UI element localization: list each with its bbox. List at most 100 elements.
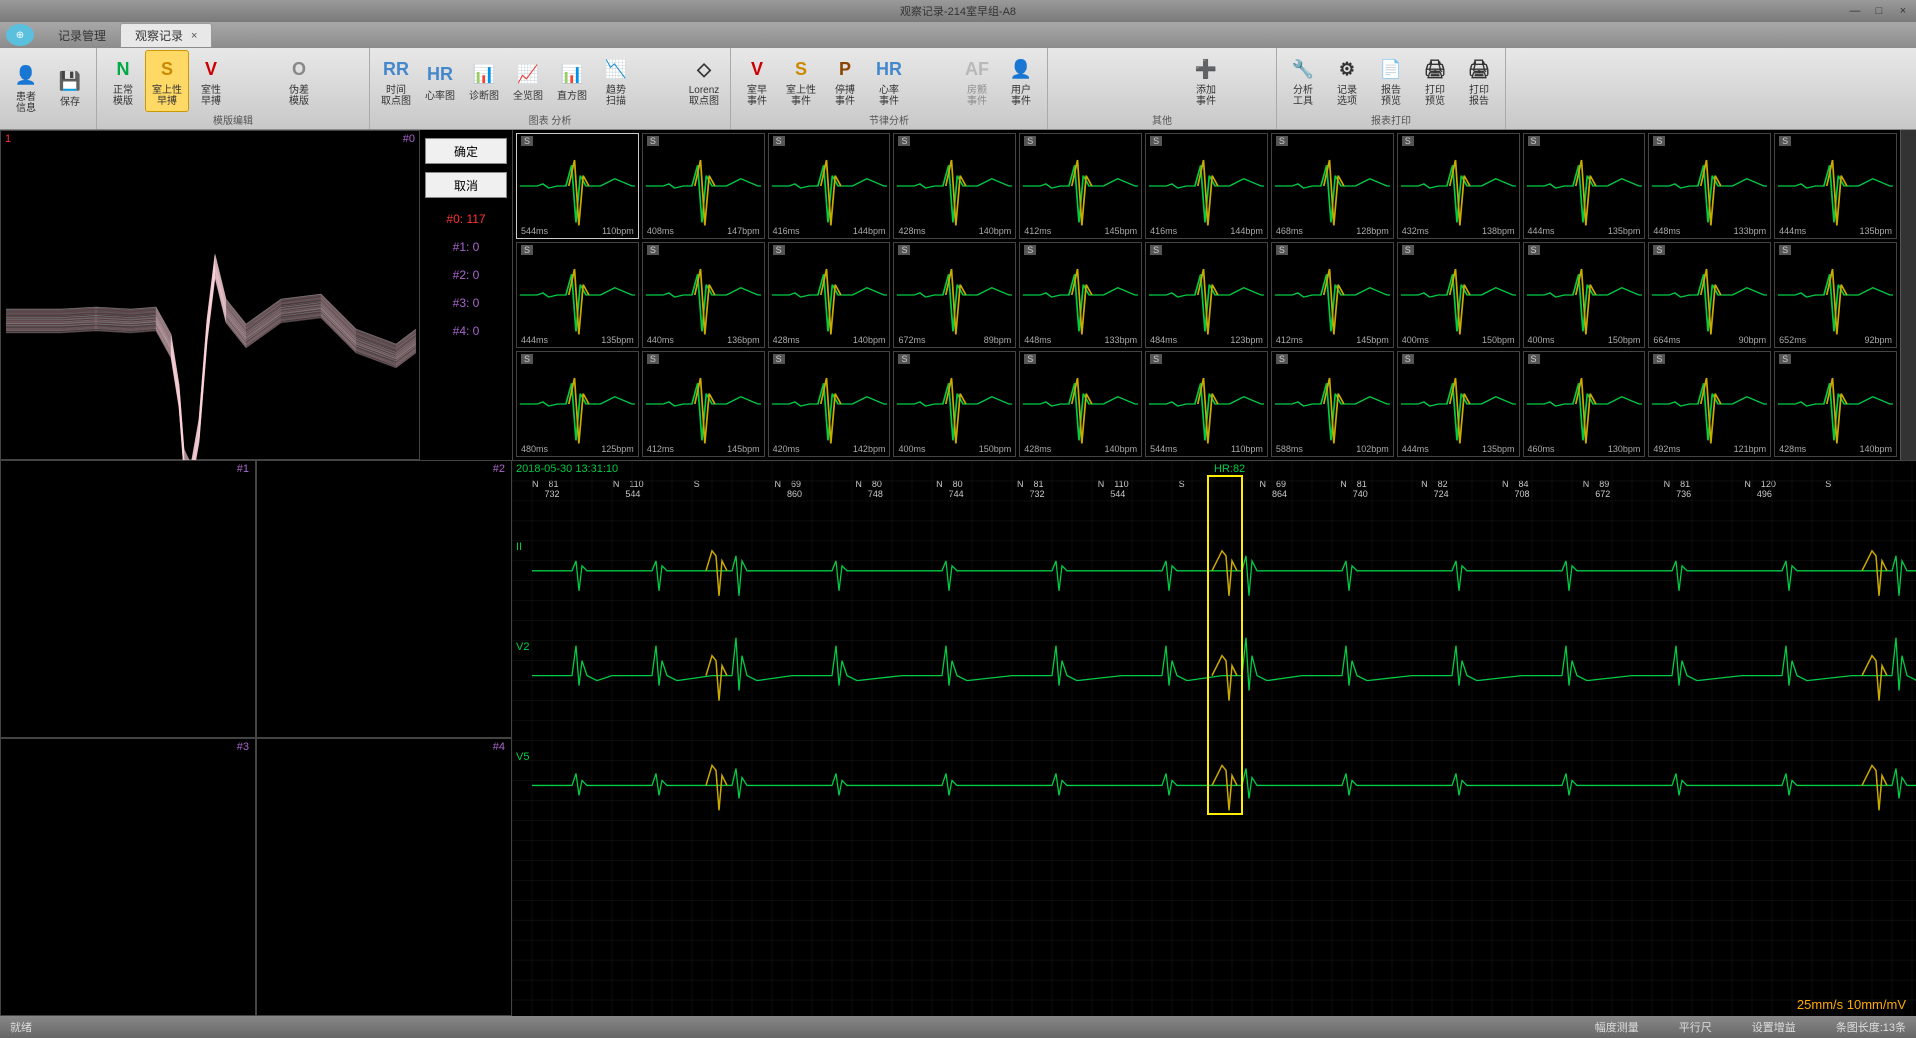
maximize-button[interactable]: □: [1870, 4, 1888, 18]
tab-observe[interactable]: 观察记录 ×: [120, 23, 212, 47]
ribbon-lorenz[interactable]: ◇Lorenz 取点图: [682, 50, 726, 112]
beat-bpm: 133bpm: [1734, 226, 1767, 236]
app-icon[interactable]: ⊕: [6, 24, 34, 46]
beat-bpm: 142bpm: [853, 444, 886, 454]
ribbon-print-report[interactable]: 🖨打印 报告: [1457, 50, 1501, 112]
template-cell[interactable]: #3: [0, 738, 256, 1016]
ribbon-ve[interactable]: V室性 早搏: [189, 50, 233, 112]
beat-type-label: S: [1276, 354, 1288, 364]
beat-cell[interactable]: S 412ms 145bpm: [1271, 242, 1394, 348]
close-icon[interactable]: ×: [191, 30, 197, 42]
beat-cell[interactable]: S 448ms 133bpm: [1648, 133, 1771, 239]
beat-ms: 672ms: [898, 335, 925, 345]
template-cell[interactable]: #2: [256, 460, 512, 738]
ribbon-print-preview[interactable]: 🖨打印 预览: [1413, 50, 1457, 112]
template-cell[interactable]: #1: [0, 460, 256, 738]
status-ruler[interactable]: 平行尺: [1679, 1019, 1712, 1035]
ribbon-lorenz-icon: ◇: [690, 55, 718, 83]
beat-cell[interactable]: S 428ms 140bpm: [1774, 351, 1897, 457]
ecg-strip[interactable]: 2018-05-30 13:31:10 HR:82 N 81 732N 110 …: [512, 460, 1916, 1016]
beat-bpm: 135bpm: [601, 335, 634, 345]
ribbon-print-preview-icon: 🖨: [1421, 55, 1449, 83]
ribbon-save[interactable]: 💾保存: [48, 57, 92, 119]
caliper-cursor[interactable]: [1207, 475, 1243, 815]
cancel-button[interactable]: 取消: [425, 172, 507, 198]
statusbar: 就绪 幅度测量 平行尺 设置增益 条图长度:13条: [0, 1016, 1916, 1038]
beat-ms: 412ms: [1024, 226, 1051, 236]
beat-ms: 544ms: [521, 226, 548, 236]
beat-cell[interactable]: S 444ms 135bpm: [1774, 133, 1897, 239]
ribbon-diag-chart[interactable]: 📊诊断图: [462, 50, 506, 112]
beat-type-label: S: [898, 136, 910, 146]
beat-cell[interactable]: S 412ms 145bpm: [642, 351, 765, 457]
template-sub-counter: #2: 0: [453, 268, 480, 282]
beat-type-label: S: [1779, 354, 1791, 364]
beat-cell[interactable]: S 400ms 150bpm: [893, 351, 1016, 457]
ribbon-d5-icon: [1060, 66, 1088, 94]
ribbon-artifact[interactable]: O伪差 模版: [277, 50, 321, 112]
beat-cell[interactable]: S 444ms 135bpm: [1397, 351, 1520, 457]
ribbon-analysis-tool[interactable]: 🔧分析 工具: [1281, 50, 1325, 112]
template-cell[interactable]: #4: [256, 738, 512, 1016]
beat-cell[interactable]: S 448ms 133bpm: [1019, 242, 1142, 348]
beat-cell[interactable]: S 416ms 144bpm: [1145, 133, 1268, 239]
beat-scrollbar[interactable]: [1900, 130, 1916, 460]
beat-cell[interactable]: S 428ms 140bpm: [768, 242, 891, 348]
close-button[interactable]: ×: [1894, 4, 1912, 18]
beat-cell[interactable]: S 480ms 125bpm: [516, 351, 639, 457]
ribbon-ve-event[interactable]: V室早 事件: [735, 50, 779, 112]
ribbon-hr-chart[interactable]: HR心率图: [418, 50, 462, 112]
beat-cell[interactable]: S 432ms 138bpm: [1397, 133, 1520, 239]
beat-cell[interactable]: S 428ms 140bpm: [893, 133, 1016, 239]
beat-cell[interactable]: S 664ms 90bpm: [1648, 242, 1771, 348]
beat-cell[interactable]: S 412ms 145bpm: [1019, 133, 1142, 239]
ribbon-sve[interactable]: S室上性 早搏: [145, 50, 189, 112]
ribbon-hr-event[interactable]: HR心率 事件: [867, 50, 911, 112]
ribbon-normal-template[interactable]: N正常 模版: [101, 50, 145, 112]
beat-cell[interactable]: S 400ms 150bpm: [1523, 242, 1646, 348]
ribbon-user-event[interactable]: 👤用户 事件: [999, 50, 1043, 112]
ribbon-report-preview[interactable]: 📄报告 预览: [1369, 50, 1413, 112]
beat-cell[interactable]: S 440ms 136bpm: [642, 242, 765, 348]
beat-cell[interactable]: S 588ms 102bpm: [1271, 351, 1394, 457]
beat-cell[interactable]: S 444ms 135bpm: [1523, 133, 1646, 239]
beat-ms: 412ms: [647, 444, 674, 454]
beat-cell[interactable]: S 468ms 128bpm: [1271, 133, 1394, 239]
status-amplitude[interactable]: 幅度测量: [1595, 1019, 1639, 1035]
ribbon-sve-event[interactable]: S室上性 事件: [779, 50, 823, 112]
beat-cell[interactable]: S 544ms 110bpm: [516, 133, 639, 239]
minimize-button[interactable]: —: [1846, 4, 1864, 18]
status-gain[interactable]: 设置增益: [1752, 1019, 1796, 1035]
beat-cell[interactable]: S 460ms 130bpm: [1523, 351, 1646, 457]
beat-cell[interactable]: S 428ms 140bpm: [1019, 351, 1142, 457]
ribbon-time-scatter[interactable]: RR时间 取点图: [374, 50, 418, 112]
ribbon-d4-icon: [919, 66, 947, 94]
ribbon-histogram[interactable]: 📊直方图: [550, 50, 594, 112]
template-sub-counter: #1: 0: [453, 240, 480, 254]
ribbon-d1: [233, 50, 277, 112]
beat-cell[interactable]: S 400ms 150bpm: [1397, 242, 1520, 348]
ribbon-overview[interactable]: 📈全览图: [506, 50, 550, 112]
beat-cell[interactable]: S 416ms 144bpm: [768, 133, 891, 239]
lead-label-V2: V2: [516, 641, 529, 653]
beat-cell[interactable]: S 484ms 123bpm: [1145, 242, 1268, 348]
beat-cell[interactable]: S 492ms 121bpm: [1648, 351, 1771, 457]
beat-cell[interactable]: S 544ms 110bpm: [1145, 351, 1268, 457]
beat-ms: 428ms: [898, 226, 925, 236]
ribbon-patient-info[interactable]: 👤患者 信息: [4, 57, 48, 119]
ok-button[interactable]: 确定: [425, 138, 507, 164]
beat-cell[interactable]: S 672ms 89bpm: [893, 242, 1016, 348]
beat-cell[interactable]: S 652ms 92bpm: [1774, 242, 1897, 348]
beat-ms: 412ms: [1276, 335, 1303, 345]
ribbon-record-opts[interactable]: ⚙记录 选项: [1325, 50, 1369, 112]
ribbon-add-event[interactable]: ➕添加 事件: [1184, 50, 1228, 112]
ribbon-trend[interactable]: 📉趋势 扫描: [594, 50, 638, 112]
template-waveform[interactable]: 1 #0: [0, 130, 420, 460]
tab-records[interactable]: 记录管理: [44, 23, 120, 47]
beat-cell[interactable]: S 408ms 147bpm: [642, 133, 765, 239]
beat-bpm: 136bpm: [727, 335, 760, 345]
ribbon-d7-icon: [1148, 66, 1176, 94]
beat-cell[interactable]: S 420ms 142bpm: [768, 351, 891, 457]
ribbon-pause-event[interactable]: P停搏 事件: [823, 50, 867, 112]
beat-cell[interactable]: S 444ms 135bpm: [516, 242, 639, 348]
